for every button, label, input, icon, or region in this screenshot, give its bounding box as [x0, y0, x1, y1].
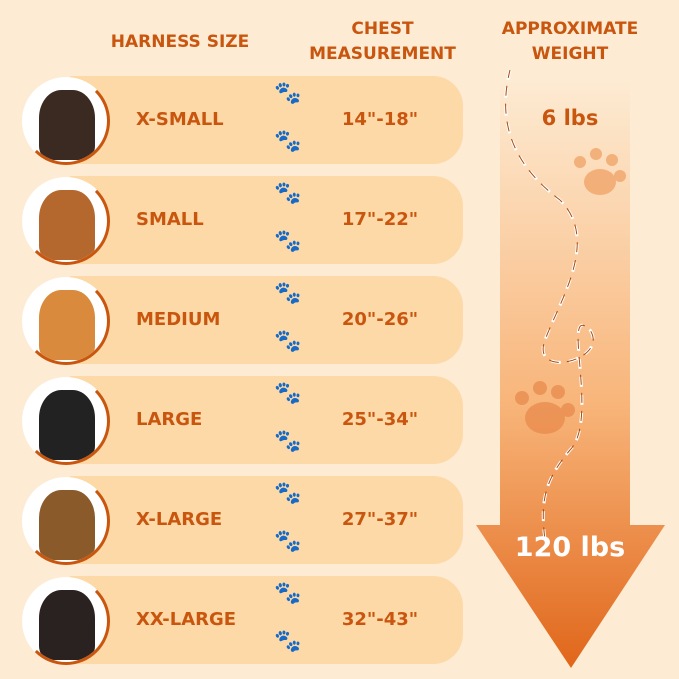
header-approximate-weight: APPROXIMATE WEIGHT	[501, 19, 639, 64]
chest-measurement: 20"-26"	[341, 309, 419, 330]
size-row	[70, 376, 463, 464]
paw-print-icon: 🐾	[274, 329, 302, 354]
dog-image	[39, 190, 95, 260]
size-label: X-SMALL	[136, 109, 224, 130]
dog-image	[39, 390, 95, 460]
chest-measurement: 27"-37"	[341, 509, 419, 530]
dog-photo	[22, 477, 110, 565]
chest-measurement: 25"-34"	[341, 409, 419, 430]
paw-print-icon: 🐾	[274, 129, 302, 154]
dog-photo	[22, 577, 110, 665]
dog-photo	[22, 377, 110, 465]
chest-measurement: 17"-22"	[341, 209, 419, 230]
size-row	[70, 276, 463, 364]
dog-image	[39, 490, 95, 560]
chest-measurement: 14"-18"	[341, 109, 419, 130]
paw-print-icon: 🐾	[274, 529, 302, 554]
size-label: LARGE	[136, 409, 203, 430]
dog-photo	[22, 77, 110, 165]
header-harness-size: HARNESS SIZE	[110, 32, 250, 52]
paw-print-icon: 🐾	[274, 581, 302, 606]
size-label: MEDIUM	[136, 309, 221, 330]
size-label: SMALL	[136, 209, 204, 230]
paw-print-icon: 🐾	[274, 429, 302, 454]
chest-measurement: 32"-43"	[341, 609, 419, 630]
paw-print-icon: 🐾	[274, 481, 302, 506]
size-row	[70, 476, 463, 564]
header-chest-measurement: CHEST MEASUREMENT	[309, 19, 456, 64]
dog-photo	[22, 177, 110, 265]
paw-print-icon	[574, 148, 626, 195]
weight-max: 120 lbs	[514, 532, 626, 563]
size-row	[70, 176, 463, 264]
dog-image	[39, 590, 95, 660]
size-row	[70, 576, 463, 664]
paw-print-icon: 🐾	[274, 81, 302, 106]
size-label: XX-LARGE	[136, 609, 237, 630]
paw-print-icon: 🐾	[274, 229, 302, 254]
size-label: X-LARGE	[136, 509, 223, 530]
paw-print-icon	[515, 381, 575, 434]
size-row	[70, 76, 463, 164]
dog-image	[39, 290, 95, 360]
dog-image	[39, 90, 95, 160]
paw-print-icon: 🐾	[274, 381, 302, 406]
dog-photo	[22, 277, 110, 365]
weight-min: 6 lbs	[541, 106, 599, 130]
paw-print-icon: 🐾	[274, 281, 302, 306]
paw-print-icon: 🐾	[274, 181, 302, 206]
paw-print-icon: 🐾	[274, 629, 302, 654]
